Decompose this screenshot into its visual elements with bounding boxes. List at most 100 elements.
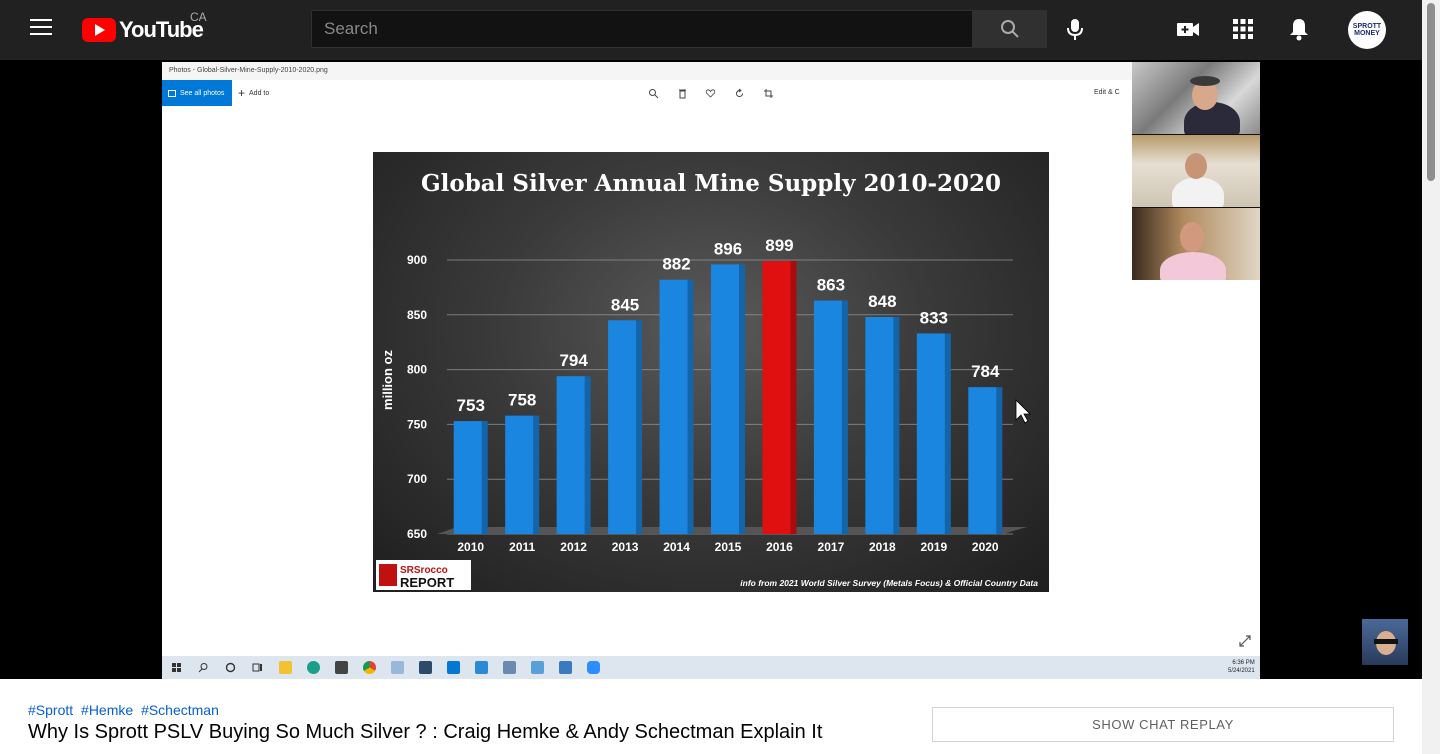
bar-shade <box>636 320 643 534</box>
photos-app-icon[interactable] <box>559 661 572 674</box>
bar-value-label: 833 <box>920 308 948 327</box>
x-tick-label: 2017 <box>818 540 845 554</box>
headphones <box>1190 76 1220 86</box>
see-all-label: See all photos <box>180 89 225 97</box>
file-explorer-icon[interactable] <box>279 661 292 674</box>
bar <box>659 279 694 534</box>
add-to-button[interactable]: + Add to <box>238 80 269 106</box>
youtube-logo[interactable]: YouTube <box>82 17 204 43</box>
channel-watermark-avatar[interactable] <box>1362 619 1408 665</box>
search-input[interactable] <box>312 11 972 47</box>
edge-browser-icon[interactable] <box>307 661 320 674</box>
bar <box>813 300 848 534</box>
participant-body <box>1172 177 1224 207</box>
x-tick-label: 2012 <box>560 540 587 554</box>
taskbar-time: 6:36 PM <box>1232 660 1255 666</box>
create-video-icon[interactable] <box>1175 16 1201 42</box>
search-icon <box>1001 20 1019 38</box>
participant-head <box>1185 153 1207 179</box>
y-tick-label: 650 <box>407 527 427 541</box>
photos-window-title: Photos - Global-Silver-Mine-Supply-2010-… <box>162 62 1260 80</box>
bar-value-label: 882 <box>662 255 690 274</box>
cortana-icon[interactable] <box>224 661 237 674</box>
hashtag-link[interactable]: #Hemke <box>81 702 134 718</box>
y-tick-label: 750 <box>407 417 427 431</box>
bar-value-label: 848 <box>868 292 896 311</box>
x-tick-label: 2015 <box>715 540 742 554</box>
srsrocco-logo-mark <box>379 564 397 586</box>
task-view-icon[interactable] <box>251 661 264 674</box>
taskbar-clock[interactable]: 6:36 PM 5/24/2021 <box>1228 659 1255 675</box>
taskbar-date: 5/24/2021 <box>1228 668 1255 674</box>
bar-value-label: 753 <box>457 396 485 415</box>
crop-icon[interactable] <box>763 88 774 99</box>
chrome-icon[interactable] <box>363 661 376 674</box>
store-icon[interactable] <box>335 661 348 674</box>
show-chat-replay-button[interactable]: SHOW CHAT REPLAY <box>932 707 1394 742</box>
microphone-icon[interactable] <box>1062 16 1088 42</box>
shared-screen: Photos - Global-Silver-Mine-Supply-2010-… <box>162 62 1260 679</box>
bar <box>916 333 951 534</box>
mouse-cursor-icon <box>1015 399 1031 424</box>
bar <box>711 264 745 534</box>
windows-start-icon[interactable] <box>170 661 183 674</box>
bar-value-label: 794 <box>559 351 588 370</box>
zoom-app-icon[interactable] <box>587 661 600 674</box>
search-button[interactable] <box>972 10 1047 48</box>
add-to-label: Add to <box>249 89 270 97</box>
photos-toolbar: See all photos + Add to Edit & C <box>162 80 1260 106</box>
bar <box>453 421 488 534</box>
scrollbar-thumb[interactable] <box>1427 3 1435 181</box>
x-tick-label: 2019 <box>920 540 947 554</box>
outlook-icon[interactable] <box>447 661 460 674</box>
expand-icon[interactable] <box>1238 634 1252 648</box>
menu-icon[interactable] <box>30 19 52 37</box>
x-tick-label: 2014 <box>663 540 690 554</box>
taskbar-search-icon[interactable] <box>197 661 210 674</box>
video-player[interactable]: Photos - Global-Silver-Mine-Supply-2010-… <box>0 60 1422 679</box>
bar-shade <box>790 261 797 534</box>
bar-value-label: 896 <box>714 239 742 258</box>
participant-cam-2 <box>1132 135 1260 207</box>
windows-taskbar: 6:36 PM 5/24/2021 <box>162 656 1260 679</box>
x-tick-label: 2016 <box>766 540 793 554</box>
rotate-icon[interactable] <box>734 88 745 99</box>
notepad-icon[interactable] <box>503 661 516 674</box>
silver-supply-chart: Global Silver Annual Mine Supply 2010-20… <box>373 152 1049 592</box>
remote-desktop-icon[interactable] <box>531 661 544 674</box>
defender-icon[interactable] <box>475 661 488 674</box>
account-avatar[interactable]: SPROTT MONEY <box>1348 11 1386 49</box>
bar-shade <box>944 333 951 534</box>
see-all-photos-button[interactable]: See all photos <box>162 80 232 106</box>
page-scrollbar[interactable] <box>1422 0 1440 754</box>
bar-value-label: 758 <box>508 391 536 410</box>
bar-shade <box>893 316 900 534</box>
hashtags: #Sprott #Hemke #Schectman <box>28 702 223 718</box>
bar-value-label: 845 <box>611 295 639 314</box>
notifications-bell-icon[interactable] <box>1286 16 1312 42</box>
powershell-icon[interactable] <box>419 661 432 674</box>
participant-cam-3 <box>1132 208 1260 280</box>
hashtag-link[interactable]: #Sprott <box>28 702 74 718</box>
zoom-icon[interactable] <box>648 88 659 99</box>
chart-title: Global Silver Annual Mine Supply 2010-20… <box>421 170 1001 197</box>
bar <box>865 316 900 534</box>
app-icon[interactable] <box>391 661 404 674</box>
hashtag-link[interactable]: #Schectman <box>141 702 219 718</box>
bar-value-label: 784 <box>971 362 1000 381</box>
photos-icon <box>168 89 176 97</box>
participant-head <box>1180 222 1204 252</box>
favorite-heart-icon[interactable] <box>705 88 716 99</box>
delete-icon[interactable] <box>677 88 688 99</box>
bar <box>505 415 540 534</box>
edit-create-button[interactable]: Edit & C <box>1094 89 1120 96</box>
y-tick-label: 900 <box>407 253 427 267</box>
video-info: #Sprott #Hemke #Schectman Why Is Sprott … <box>0 679 1422 754</box>
logo-text-line-2: REPORT <box>400 575 454 590</box>
sunglasses-icon <box>1374 639 1398 644</box>
masthead: YouTube CA SPROTT MONEY <box>0 0 1440 60</box>
apps-grid-icon[interactable] <box>1230 16 1256 42</box>
search-box <box>311 10 973 48</box>
participant-body <box>1160 252 1226 280</box>
bar-shade <box>481 421 488 534</box>
